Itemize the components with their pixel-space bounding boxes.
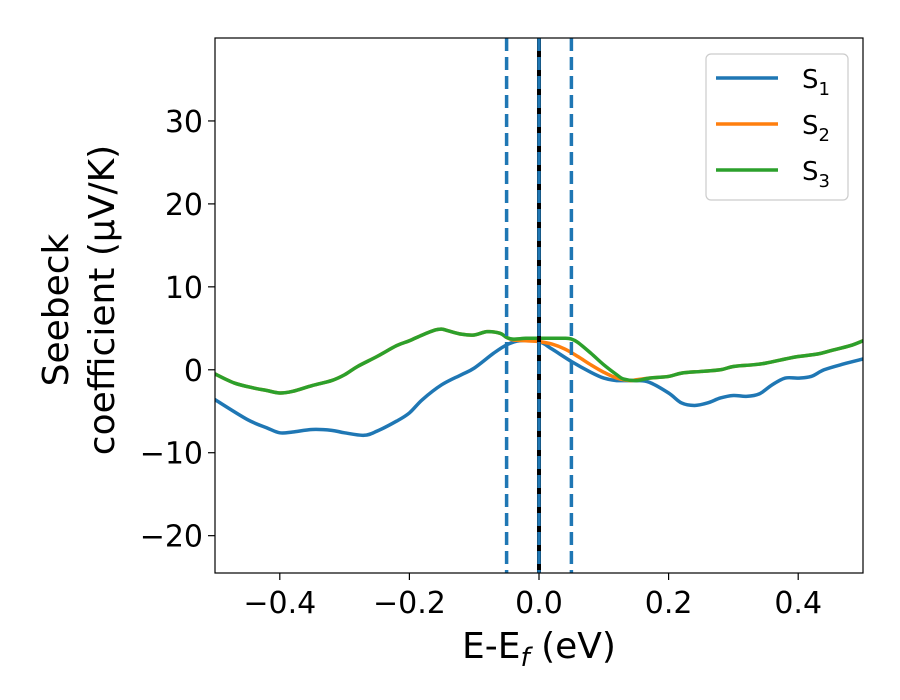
y-tick-label: −20 [140, 520, 203, 555]
x-tick-label: 0.0 [515, 586, 563, 621]
y-axis-label-line2: coefficient (μV/K) [82, 145, 123, 455]
legend: S1 S2 S3 [705, 53, 849, 201]
series-line-s3 [215, 327, 863, 395]
y-tick-label: 10 [165, 271, 203, 306]
legend-label-s3: S3 [802, 157, 830, 192]
x-tick-label: 0.2 [645, 586, 693, 621]
x-tick-label: −0.4 [243, 586, 316, 621]
y-axis-ticks: −20 −10 0 10 20 30 [140, 105, 215, 555]
legend-label-s1: S1 [802, 65, 830, 100]
y-tick-label: 20 [165, 188, 203, 223]
series-line-s1 [215, 338, 863, 438]
x-tick-label: −0.2 [373, 586, 446, 621]
legend-box [705, 53, 849, 201]
x-axis-label-main: E-E [462, 626, 520, 667]
x-axis-ticks: −0.4 −0.2 0.0 0.2 0.4 [243, 573, 822, 621]
y-tick-label: 30 [165, 105, 203, 140]
series-layer [215, 327, 863, 438]
y-axis-label-line1: Seebeck [36, 233, 77, 386]
y-tick-label: −10 [140, 437, 203, 472]
legend-label-s2: S2 [802, 111, 830, 146]
x-axis-label-unit: (eV) [530, 626, 616, 667]
x-axis-label: E-Ef (eV) [462, 626, 616, 673]
y-tick-label: 0 [184, 354, 203, 389]
x-tick-label: 0.4 [774, 586, 822, 621]
y-axis-label: Seebeck coefficient (μV/K) [36, 145, 123, 455]
vline-layer [504, 38, 574, 573]
